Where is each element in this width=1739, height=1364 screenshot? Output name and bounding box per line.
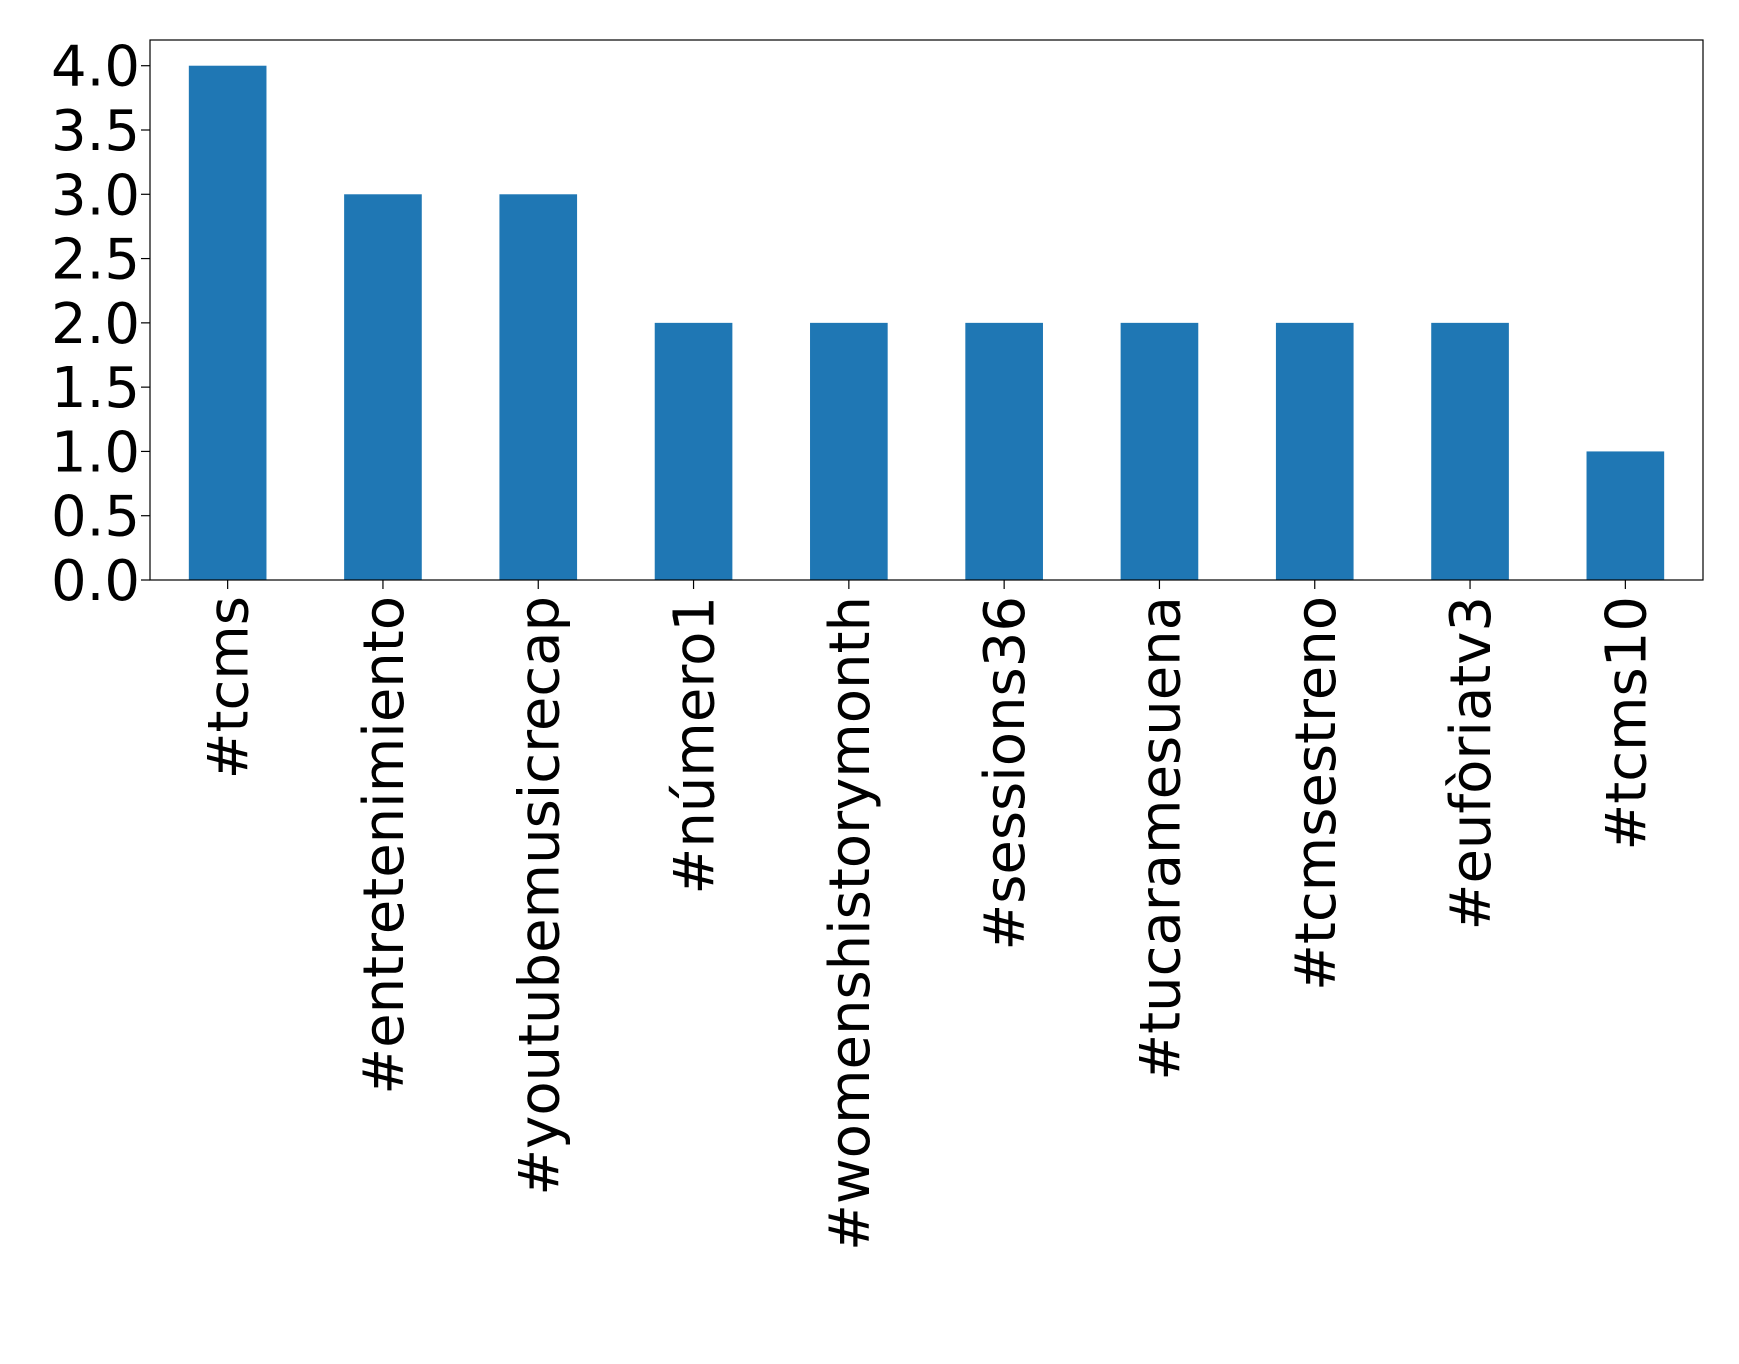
y-tick-label: 4.0 [51,35,140,100]
bar-9 [1586,451,1665,580]
x-tick-label: #womenshistorymonth [818,596,883,1251]
y-tick-label: 3.0 [51,163,140,228]
x-tick-label: #tcms [197,596,262,779]
y-tick-label: 1.5 [51,356,140,421]
bar-5 [965,322,1043,580]
y-tick-label: 3.5 [51,99,140,164]
bar-1 [344,194,422,581]
bar-6 [1120,322,1199,580]
x-tick-label: #tcmsestreno [1284,596,1349,991]
y-tick-label: 2.0 [51,292,140,357]
bar-2 [499,194,578,581]
y-tick-label: 1.0 [51,420,140,485]
plot-frame [149,39,1704,581]
x-tick-label: #número1 [663,596,728,895]
y-axis: 0.00.51.01.52.02.53.03.54.0 [51,35,150,614]
bar-0 [188,65,267,580]
bar-7 [1275,322,1354,580]
y-tick-label: 0.5 [51,485,140,550]
bar-4 [810,322,888,580]
bars-layer [188,65,1665,581]
x-tick-label: #entretenimiento [352,596,417,1095]
x-tick-label: #youtubemusicrecap [507,596,572,1196]
x-tick-label: #eufòriatv3 [1439,596,1504,930]
x-tick-label: #tucaramesuena [1128,596,1193,1081]
y-tick-label: 0.0 [51,549,140,614]
bar-8 [1431,322,1509,580]
x-tick-label: #sessions36 [973,596,1038,951]
y-tick-label: 2.5 [51,228,140,293]
x-tick-label: #tcms10 [1594,596,1659,851]
x-axis: #tcms #entretenimiento #youtubemusicrecap #… [197,580,1659,1251]
bar-3 [654,322,733,580]
